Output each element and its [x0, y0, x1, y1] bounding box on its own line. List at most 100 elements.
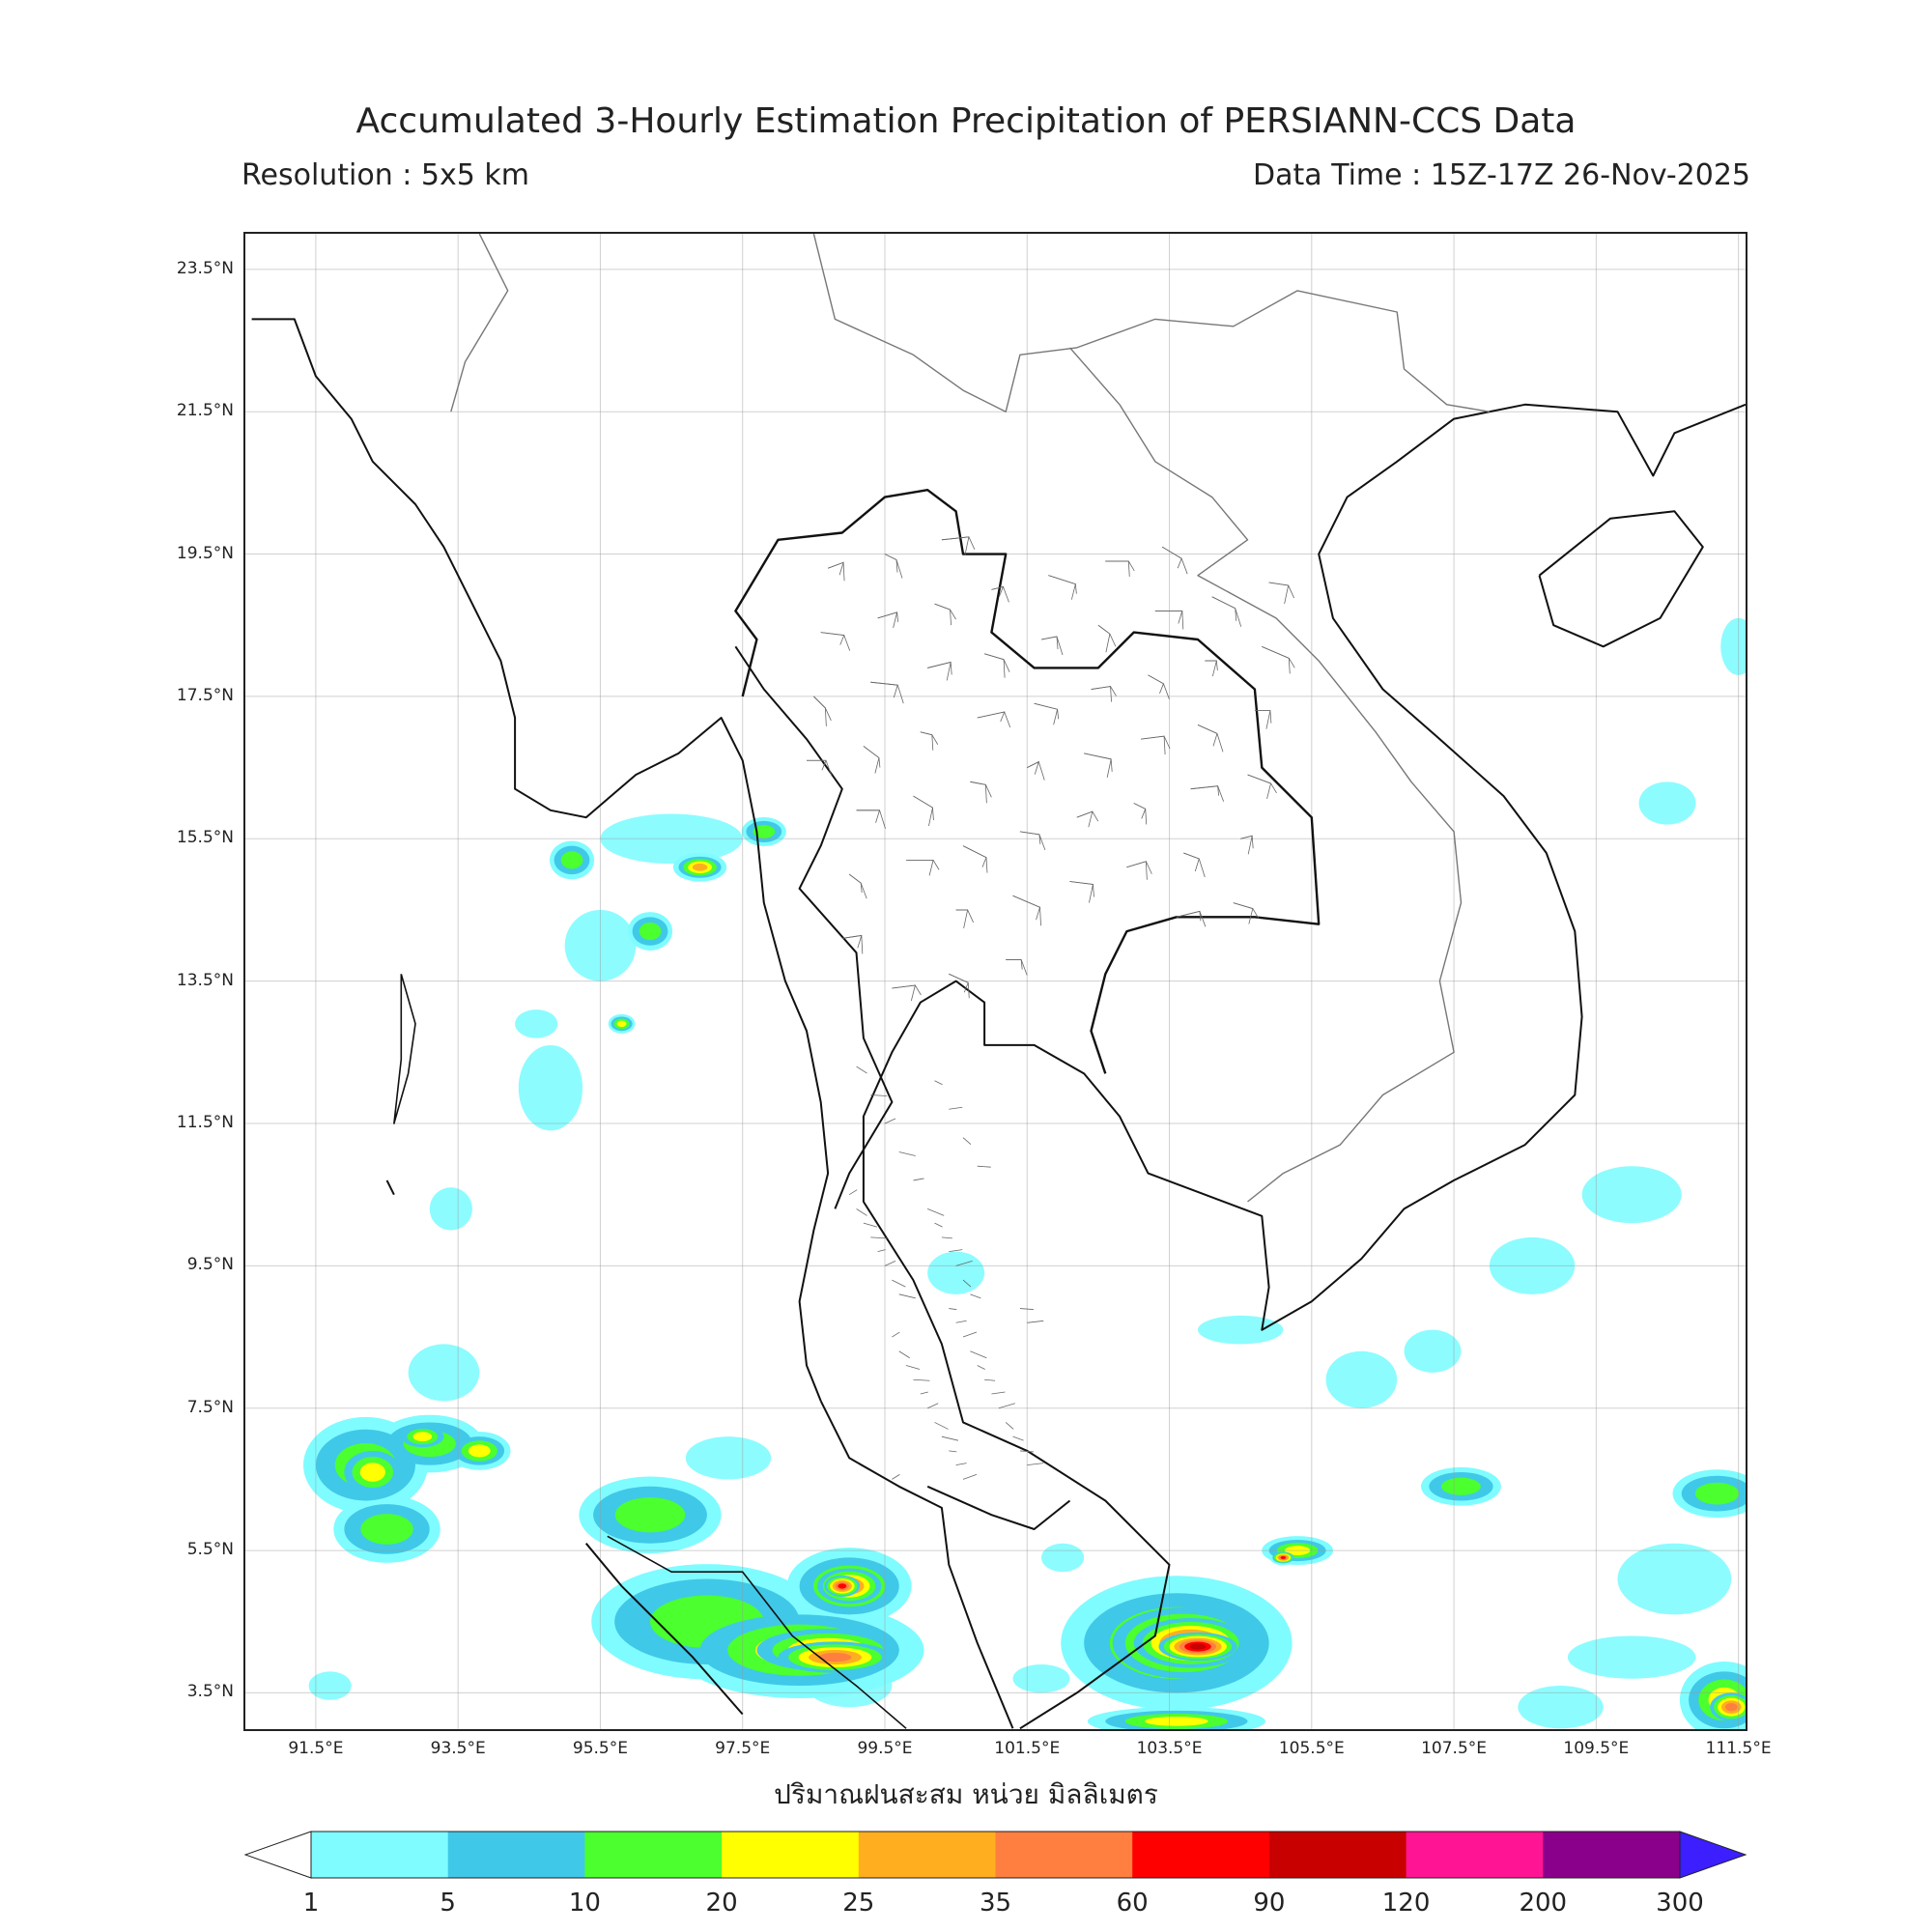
- province-boundary: [856, 1065, 867, 1074]
- latitude-label: 5.5°N: [186, 1540, 234, 1560]
- province-boundary: [977, 1365, 985, 1370]
- province-boundary: [1040, 636, 1064, 656]
- province-boundary: [813, 696, 832, 722]
- rain-area-level-2: [1694, 1482, 1740, 1505]
- province-boundary: [1148, 674, 1164, 694]
- rain-area-level-5: [1724, 1702, 1738, 1712]
- province-boundary: [820, 632, 845, 645]
- province-boundary: [1069, 881, 1094, 903]
- rain-area-level-2: [360, 1514, 413, 1545]
- longitude-label: 107.5°E: [1421, 1739, 1488, 1758]
- province-boundary: [998, 1403, 1015, 1409]
- resolution-label: Resolution : 5x5 km: [242, 158, 529, 192]
- province-boundary: [955, 1320, 967, 1323]
- province-boundary: [962, 1279, 972, 1288]
- light-rain-area: [600, 813, 743, 865]
- province-boundary: [962, 1474, 978, 1480]
- longitude-label: 97.5°E: [715, 1739, 771, 1758]
- latitude-label: 23.5°N: [176, 258, 234, 278]
- province-boundary: [1183, 852, 1200, 872]
- longitude-label: 91.5°E: [288, 1739, 344, 1758]
- light-rain-area: [515, 1009, 558, 1038]
- province-boundary: [983, 653, 1006, 678]
- province-boundary: [1084, 753, 1112, 778]
- province-boundary: [941, 536, 976, 550]
- province-boundary: [913, 1378, 930, 1381]
- province-boundary: [898, 1151, 916, 1156]
- light-rain-area: [518, 1044, 583, 1131]
- light-rain-area: [564, 909, 637, 981]
- province-boundary: [927, 1208, 945, 1216]
- province-boundary: [1197, 724, 1218, 747]
- colorbar-outline: [310, 1831, 1681, 1879]
- precipitation-map[interactable]: [243, 232, 1747, 1731]
- province-boundary: [1268, 582, 1290, 605]
- province-boundary: [970, 781, 987, 804]
- colorbar: [243, 1826, 1747, 1884]
- colorbar-under-arrow: [243, 1831, 312, 1879]
- province-boundary: [892, 984, 916, 1002]
- province-boundary: [863, 746, 880, 774]
- province-boundary: [1097, 624, 1117, 647]
- province-boundary: [1019, 1308, 1034, 1310]
- province-boundary: [1161, 546, 1182, 569]
- province-boundary: [806, 759, 827, 771]
- colorbar-tick-label: 5: [440, 1889, 456, 1918]
- colorbar-tick-label: 200: [1519, 1889, 1568, 1918]
- colorbar-tick-label: 10: [568, 1889, 601, 1918]
- province-boundary: [813, 696, 827, 726]
- light-rain-area: [1617, 1543, 1732, 1615]
- province-boundary: [841, 934, 864, 954]
- rain-area-level-2: [560, 851, 583, 869]
- light-rain-area: [927, 1251, 985, 1294]
- light-rain-area: [1012, 1663, 1070, 1693]
- province-boundary: [1154, 611, 1184, 630]
- province-boundary: [892, 1474, 900, 1480]
- province-boundary: [927, 1403, 939, 1409]
- longitude-label: 109.5°E: [1563, 1739, 1630, 1758]
- colorbar-tick-label: 1: [302, 1889, 320, 1918]
- province-boundary: [991, 1391, 1006, 1395]
- province-boundary: [856, 810, 881, 823]
- province-boundary: [1006, 959, 1023, 970]
- coastline: [862, 403, 1746, 1729]
- province-boundary: [884, 1260, 896, 1266]
- province-boundary: [863, 746, 881, 768]
- latitude-label: 7.5°N: [186, 1397, 234, 1417]
- longitude-label: 101.5°E: [994, 1739, 1061, 1758]
- province-boundary: [962, 1137, 972, 1146]
- province-boundary: [1019, 1450, 1034, 1453]
- coastline: [607, 1535, 907, 1729]
- province-boundary: [941, 1435, 958, 1441]
- province-boundary: [1097, 624, 1111, 653]
- province-boundary: [1084, 753, 1113, 772]
- province-boundary: [1254, 710, 1272, 724]
- province-boundary: [1176, 910, 1207, 927]
- colorbar-segment: [1406, 1832, 1544, 1878]
- province-boundary: [970, 1350, 987, 1359]
- rain-area-level-2: [1441, 1477, 1481, 1495]
- light-rain-area: [1518, 1686, 1604, 1729]
- province-boundary: [1268, 582, 1294, 599]
- province-boundary: [1262, 645, 1295, 668]
- rain-area-level-7: [1189, 1643, 1207, 1650]
- latitude-label: 17.5°N: [176, 685, 234, 705]
- province-boundary: [962, 845, 987, 867]
- colorbar-tick-label: 20: [705, 1889, 738, 1918]
- province-boundary: [949, 1249, 963, 1253]
- colorbar-segment: [447, 1832, 585, 1878]
- colorbar-over-arrow: [1679, 1831, 1747, 1879]
- province-boundary: [884, 554, 903, 579]
- province-boundary: [920, 731, 939, 745]
- province-boundary: [848, 1189, 858, 1196]
- province-boundary: [955, 1260, 973, 1266]
- province-boundary: [1262, 645, 1291, 674]
- province-boundary: [870, 681, 904, 704]
- province-boundary: [877, 611, 899, 622]
- rain-area-level-3: [468, 1444, 491, 1458]
- colorbar-tick-label: 90: [1253, 1889, 1286, 1918]
- province-boundary: [962, 845, 988, 873]
- map-canvas: [245, 234, 1746, 1729]
- province-boundary: [977, 711, 1006, 723]
- rain-area-level-6: [838, 1583, 847, 1589]
